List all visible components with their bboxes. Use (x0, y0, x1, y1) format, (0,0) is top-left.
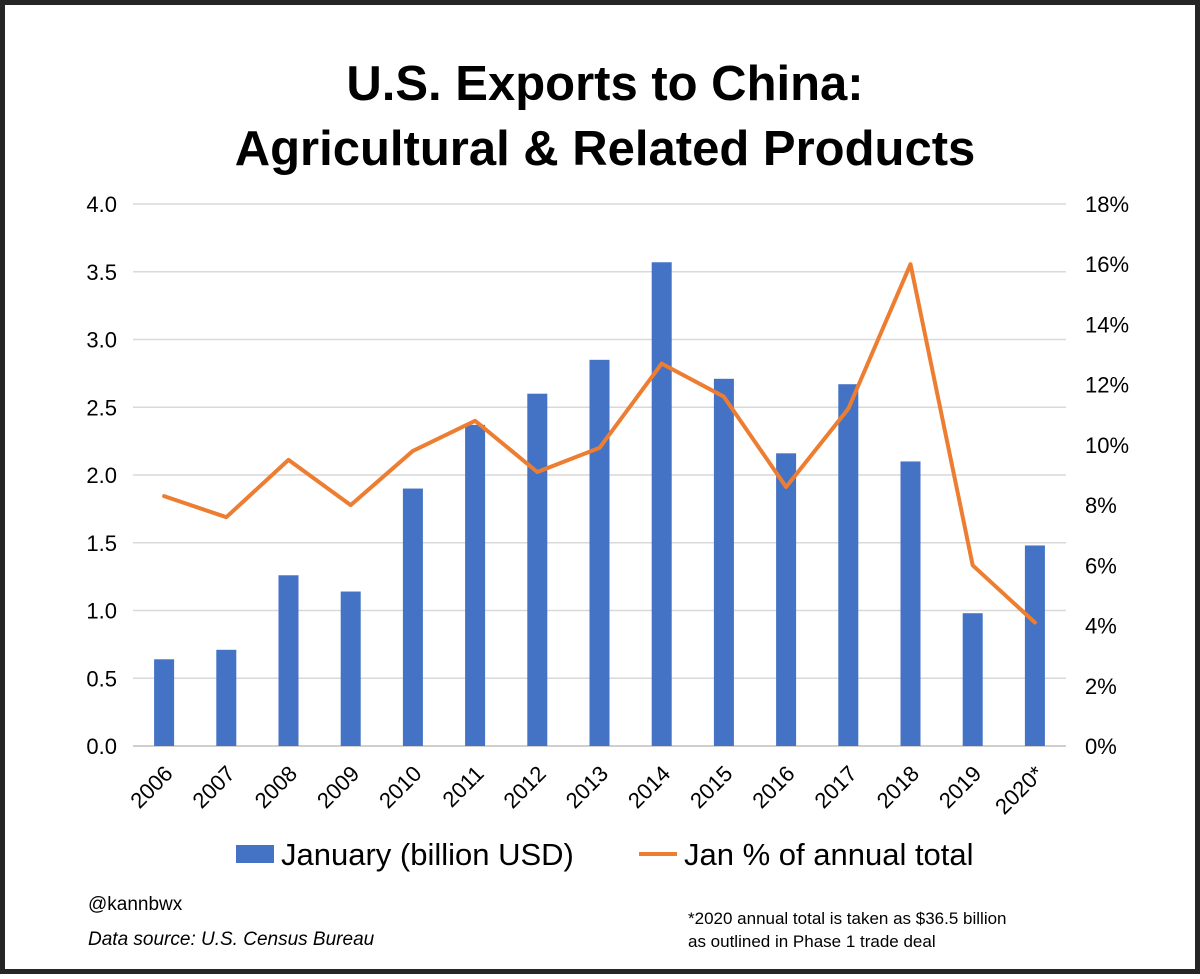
x-tick-label: 2017 (810, 761, 862, 813)
bar (340, 591, 361, 746)
x-tick-label: 2010 (374, 761, 426, 813)
bar (589, 359, 610, 746)
x-tick-label: 2013 (561, 761, 613, 813)
left-tick-label: 2.5 (86, 395, 117, 420)
left-tick-label: 0.0 (86, 734, 117, 759)
footnote-line-2: as outlined in Phase 1 trade deal (688, 932, 936, 951)
left-tick-label: 3.0 (86, 328, 117, 353)
right-tick-label: 10% (1085, 433, 1129, 458)
bar (776, 453, 797, 746)
bar (962, 613, 983, 746)
bar (900, 461, 921, 746)
x-tick-label: 2007 (188, 761, 240, 813)
left-tick-label: 0.5 (86, 666, 117, 691)
bar (651, 262, 672, 746)
right-tick-label: 14% (1085, 312, 1129, 337)
left-tick-label: 4.0 (86, 192, 117, 217)
bar-series (154, 262, 1045, 746)
left-tick-label: 1.5 (86, 531, 117, 556)
right-tick-label: 4% (1085, 614, 1117, 639)
chart-title-line-2: Agricultural & Related Products (235, 122, 976, 176)
x-tick-label: 2014 (623, 761, 675, 813)
bar (402, 488, 423, 746)
x-tick-label: 2011 (438, 761, 489, 812)
line-series (162, 262, 1037, 625)
legend-line-label: Jan % of annual total (684, 837, 974, 872)
bar (465, 424, 486, 746)
bar (838, 384, 859, 746)
chart: U.S. Exports to China: Agricultural & Re… (86, 57, 1129, 951)
right-tick-label: 12% (1085, 373, 1129, 398)
series-line (162, 262, 1037, 625)
bar (713, 378, 734, 746)
x-tick-label: 2018 (872, 761, 924, 813)
right-tick-label: 18% (1085, 192, 1129, 217)
bar (154, 659, 175, 746)
left-tick-label: 2.0 (86, 463, 117, 488)
x-tick-label: 2009 (312, 761, 364, 813)
bar (527, 393, 548, 746)
x-tick-label: 2020* (990, 761, 1049, 820)
legend-bar-swatch (236, 845, 274, 863)
right-axis-ticks: 0% 2% 4% 6% 8% 10% 12% 14% 16% 18% (1085, 192, 1129, 759)
x-tick-label: 2019 (934, 761, 986, 813)
right-tick-label: 0% (1085, 734, 1117, 759)
bar (278, 575, 299, 746)
right-tick-label: 6% (1085, 553, 1117, 578)
x-tick-label: 2015 (685, 761, 737, 813)
chart-title-line-1: U.S. Exports to China: (346, 57, 863, 111)
left-tick-label: 1.0 (86, 599, 117, 624)
left-axis-ticks: 0.0 0.5 1.0 1.5 2.0 2.5 3.0 3.5 4.0 (86, 192, 117, 759)
right-tick-label: 2% (1085, 674, 1117, 699)
data-source: Data source: U.S. Census Bureau (88, 929, 375, 950)
x-tick-label: 2006 (125, 761, 177, 813)
x-tick-label: 2016 (747, 761, 799, 813)
x-tick-label: 2008 (250, 761, 302, 813)
bar (1024, 545, 1045, 746)
footnote-line-1: *2020 annual total is taken as $36.5 bil… (688, 909, 1007, 928)
right-tick-label: 16% (1085, 252, 1129, 277)
x-axis-ticks: 2006 2007 2008 2009 2010 2011 2012 2013 2014 2015… (125, 761, 1048, 820)
credit-handle: @kannbwx (88, 894, 183, 915)
legend: January (billion USD) Jan % of annual to… (236, 837, 974, 872)
right-tick-label: 8% (1085, 493, 1117, 518)
x-tick-label: 2012 (499, 761, 551, 813)
bar (216, 649, 237, 746)
left-tick-label: 3.5 (86, 260, 117, 285)
legend-bar-label: January (billion USD) (281, 837, 574, 872)
